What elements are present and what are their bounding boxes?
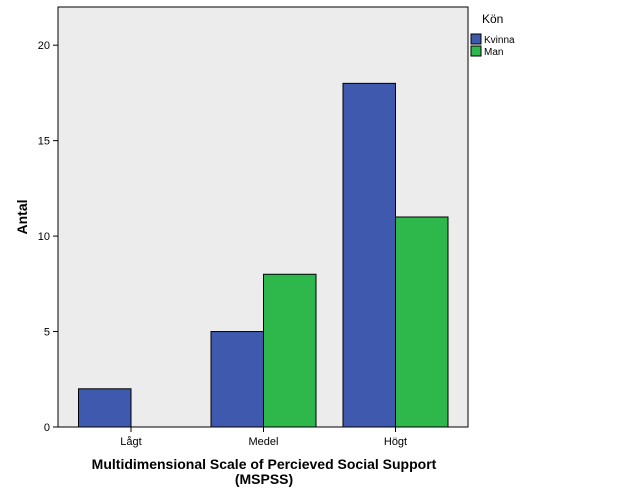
bar-man-2 xyxy=(395,216,449,428)
legend-swatch-man xyxy=(470,45,482,57)
legend-swatch-kvinna xyxy=(470,33,482,45)
bar-kvinna-1 xyxy=(210,331,264,428)
x-axis-ticks: Lågt Medel Högt xyxy=(120,427,407,448)
x-tick-label: Högt xyxy=(384,436,407,448)
bars xyxy=(78,82,449,428)
bar-kvinna-0 xyxy=(78,388,132,428)
legend-label-kvinna: Kvinna xyxy=(484,35,515,46)
bar-kvinna-2 xyxy=(342,82,396,428)
x-tick-label: Medel xyxy=(249,436,279,448)
y-axis-title: Antal xyxy=(14,200,30,235)
x-axis-title-line-1: Multidimensional Scale of Percieved Soci… xyxy=(92,456,437,472)
legend-label-man: Man xyxy=(484,47,503,58)
y-tick-label: 0 xyxy=(44,422,50,434)
bar-man-1 xyxy=(263,273,317,428)
y-axis-ticks: 0 5 10 15 20 xyxy=(38,40,58,434)
legend-title: Kön xyxy=(482,12,503,26)
y-tick-label: 10 xyxy=(38,231,50,243)
y-tick-label: 15 xyxy=(38,136,50,148)
x-tick-label: Lågt xyxy=(120,436,141,448)
legend: Kön Kvinna Man xyxy=(470,12,515,58)
y-tick-label: 5 xyxy=(44,327,50,339)
x-axis-title-line-2: (MSPSS) xyxy=(235,471,293,487)
y-tick-label: 20 xyxy=(38,40,50,52)
